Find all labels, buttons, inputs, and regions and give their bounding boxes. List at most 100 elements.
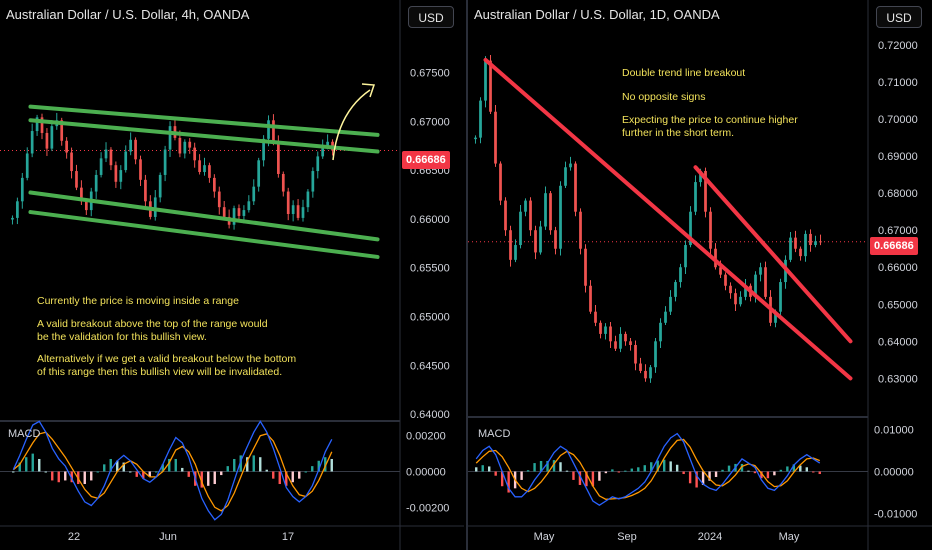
left-candle[interactable]	[198, 160, 201, 173]
right-candle[interactable]	[479, 100, 482, 138]
left-candle[interactable]	[213, 177, 216, 192]
right-candle[interactable]	[739, 296, 742, 305]
left-candle[interactable]	[262, 138, 265, 161]
right-candle[interactable]	[579, 211, 582, 249]
left-candle[interactable]	[45, 132, 49, 149]
right-candle[interactable]	[789, 237, 792, 260]
right-candle[interactable]	[724, 274, 727, 286]
left-candle[interactable]	[50, 126, 54, 149]
left-candle[interactable]	[158, 174, 162, 198]
left-candle[interactable]	[20, 177, 24, 202]
left-candle[interactable]	[203, 165, 206, 173]
left-candle[interactable]	[114, 165, 118, 182]
left-candle[interactable]	[222, 207, 226, 217]
right-candle[interactable]	[534, 230, 537, 253]
right-candle[interactable]	[654, 341, 657, 368]
right-candle[interactable]	[504, 200, 507, 231]
right-candle[interactable]	[569, 163, 572, 168]
right-candle[interactable]	[659, 322, 662, 342]
left-candle[interactable]	[30, 131, 34, 154]
left-candle[interactable]	[178, 137, 182, 154]
right-candle[interactable]	[574, 163, 577, 212]
right-candle[interactable]	[584, 248, 587, 286]
right-trend-line-1[interactable]	[483, 57, 853, 381]
right-candle[interactable]	[604, 326, 607, 334]
right-candle[interactable]	[754, 274, 757, 297]
right-chart-panel[interactable]: 0.72000 0.71000 0.70000 0.69000 0.68000 0.670…	[468, 0, 932, 550]
right-currency-button[interactable]: USD	[876, 6, 922, 28]
right-candle[interactable]	[494, 111, 497, 164]
left-candle[interactable]	[296, 205, 300, 218]
left-candle[interactable]	[134, 139, 137, 160]
left-candle[interactable]	[40, 117, 44, 133]
right-candle[interactable]	[594, 311, 597, 323]
right-candle[interactable]	[764, 267, 767, 297]
left-candle[interactable]	[119, 170, 123, 182]
right-candle[interactable]	[694, 182, 697, 212]
right-chart-canvas[interactable]: 0.72000 0.71000 0.70000 0.69000 0.68000 0.670…	[468, 0, 932, 550]
left-candle[interactable]	[281, 173, 285, 192]
left-candle[interactable]	[144, 179, 147, 202]
left-candle[interactable]	[70, 152, 73, 172]
right-candle[interactable]	[804, 233, 807, 257]
left-candle[interactable]	[232, 208, 236, 225]
right-candle[interactable]	[729, 285, 732, 294]
right-candle[interactable]	[489, 60, 492, 112]
left-trend-line-1[interactable]	[28, 104, 380, 137]
left-candle[interactable]	[25, 153, 29, 178]
left-candle[interactable]	[60, 120, 64, 141]
right-candle[interactable]	[734, 293, 737, 305]
left-candle[interactable]	[99, 158, 103, 175]
left-candle[interactable]	[326, 141, 329, 146]
right-candle[interactable]	[674, 282, 677, 297]
left-candle[interactable]	[277, 142, 280, 174]
left-candle[interactable]	[316, 156, 320, 172]
right-candle[interactable]	[599, 322, 602, 334]
left-candle[interactable]	[272, 120, 275, 143]
right-candle[interactable]	[509, 230, 512, 260]
right-candle[interactable]	[639, 363, 642, 371]
left-candle[interactable]	[247, 201, 251, 211]
left-candle[interactable]	[217, 191, 221, 208]
left-candle[interactable]	[35, 117, 39, 132]
left-candle[interactable]	[109, 149, 113, 166]
left-candle[interactable]	[252, 186, 256, 202]
left-candle[interactable]	[75, 171, 78, 188]
left-candle[interactable]	[183, 141, 187, 154]
right-candle[interactable]	[544, 193, 547, 227]
left-trend-line-2[interactable]	[28, 118, 380, 154]
right-candle[interactable]	[759, 267, 762, 275]
left-candle[interactable]	[301, 207, 305, 218]
left-candle[interactable]	[321, 145, 325, 157]
right-candle[interactable]	[699, 170, 702, 183]
right-candle[interactable]	[649, 367, 652, 379]
right-candle[interactable]	[514, 245, 517, 260]
left-candle[interactable]	[237, 208, 241, 216]
right-candle[interactable]	[529, 200, 532, 231]
left-candle[interactable]	[124, 151, 128, 171]
right-candle[interactable]	[624, 333, 627, 342]
left-candle[interactable]	[65, 140, 68, 153]
right-candle[interactable]	[719, 267, 722, 275]
right-candle[interactable]	[589, 285, 592, 312]
left-candle[interactable]	[311, 171, 315, 192]
right-candle[interactable]	[549, 193, 552, 231]
left-candle[interactable]	[80, 187, 83, 202]
left-candle[interactable]	[153, 197, 157, 217]
right-candle[interactable]	[564, 167, 567, 186]
right-candle[interactable]	[774, 311, 777, 323]
right-candle[interactable]	[634, 345, 637, 364]
right-candle[interactable]	[499, 163, 502, 201]
left-candle[interactable]	[193, 147, 197, 161]
left-currency-button[interactable]: USD	[408, 6, 454, 28]
right-candle[interactable]	[474, 137, 477, 140]
right-candle[interactable]	[669, 296, 672, 312]
right-candle[interactable]	[779, 282, 782, 312]
left-candle[interactable]	[257, 160, 261, 187]
right-candle[interactable]	[539, 226, 542, 253]
right-candle[interactable]	[814, 241, 817, 246]
left-candle[interactable]	[267, 120, 270, 139]
right-candle[interactable]	[799, 248, 802, 257]
left-candle[interactable]	[188, 141, 192, 148]
left-trend-line-3[interactable]	[28, 190, 380, 242]
